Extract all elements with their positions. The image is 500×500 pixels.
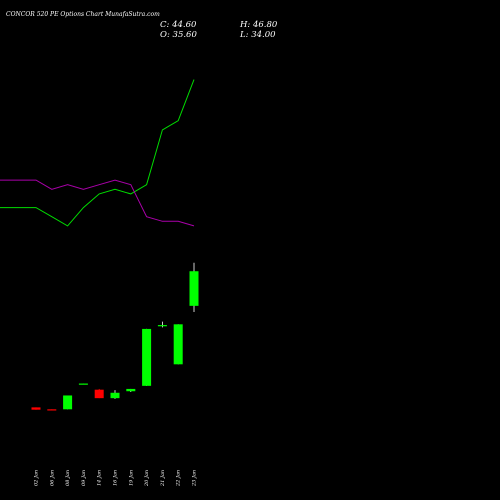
candle-19-jan [126,388,136,392]
candle-body [47,409,57,411]
open-value: O: 35.60 [160,30,197,40]
candle-body [78,383,88,385]
ma-line-2 [0,179,195,227]
date-axis: 02 Jan 06 Jan 08 Jan 09 Jan 14 Jan 16 Jan 19 J… [34,470,198,487]
candle-body [110,392,120,399]
candle-23-jan [189,262,199,312]
date-tick-label: 21 Jan [160,470,166,487]
date-tick-label: 06 Jan [49,470,55,486]
date-tick-label: 20 Jan [144,470,150,487]
date-tick-label: 16 Jan [113,470,119,486]
candle-06-jan [47,409,57,411]
candle-20-jan [142,328,152,386]
candle-16-jan [110,390,120,399]
candle-21-jan [157,321,167,328]
chart-title: CONCOR 520 PE Options Chart MunafaSutra.… [6,11,160,18]
candle-body [31,407,41,410]
candle-22-jan [173,324,183,365]
date-tick-label: 23 Jan [192,470,198,487]
candle-body [63,395,73,410]
candlestick-series [31,262,199,411]
moving-average-lines [0,79,195,227]
date-tick-label: 22 Jan [176,470,182,487]
date-tick-label: 19 Jan [128,470,134,486]
candle-body [173,324,183,365]
candle-09-jan [78,383,88,385]
candle-body [157,325,167,327]
date-tick-label: 14 Jan [97,470,103,486]
close-value: C: 44.60 [160,20,197,30]
ma-line-1 [0,79,195,227]
candle-body [126,388,136,392]
candle-08-jan [63,395,73,410]
candle-body [142,328,152,386]
date-tick-label: 08 Jan [65,470,71,486]
candle-body [189,271,199,306]
candle-02-jan [31,407,41,410]
date-tick-label: 02 Jan [34,470,40,486]
low-value: L: 34.00 [239,30,276,40]
candle-body [94,389,104,399]
candle-14-jan [94,388,104,399]
date-tick-label: 09 Jan [81,470,87,486]
high-value: H: 46.80 [239,20,278,30]
